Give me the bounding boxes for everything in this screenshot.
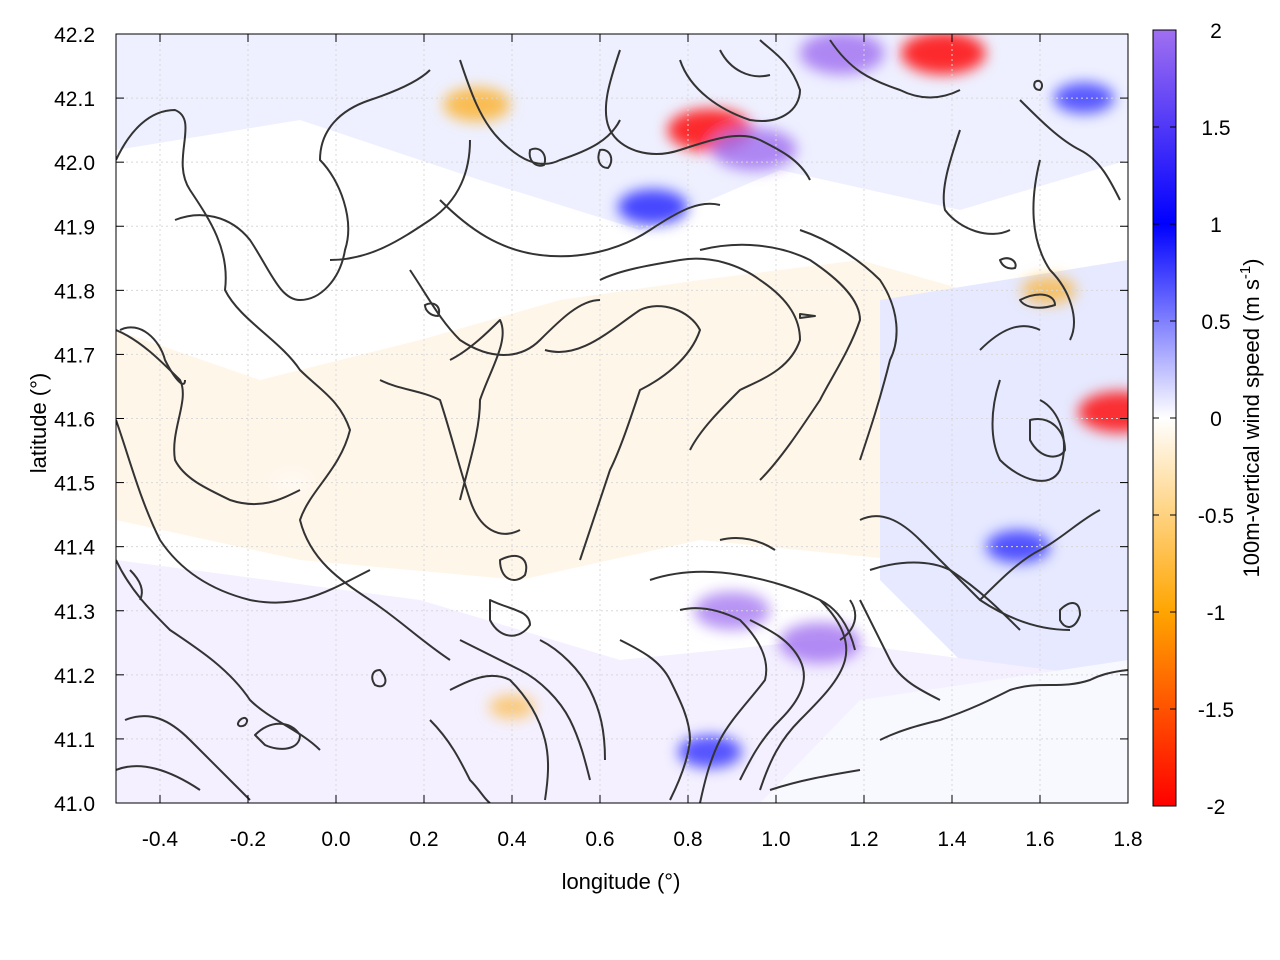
y-tick-label: 41.0	[54, 793, 95, 816]
colorbar-tick-label: 2	[1210, 20, 1222, 43]
x-tick-label: 0.2	[409, 828, 438, 851]
x-tick-label: 0.8	[673, 828, 702, 851]
y-tick-label: 41.7	[54, 344, 95, 367]
y-tick-label: 42.2	[54, 24, 95, 47]
colorbar-tick-label: 0	[1210, 408, 1222, 431]
x-tick-label: -0.4	[142, 828, 179, 851]
terrain-contours	[116, 39, 1128, 803]
wind-hotspot	[1078, 391, 1128, 433]
wind-hotspot	[1053, 82, 1115, 114]
x-tick-label: 1.2	[849, 828, 878, 851]
plot-gridlines	[116, 34, 1128, 803]
y-tick-label: 41.1	[54, 729, 95, 752]
colorbar-label-main: 100m-vertical wind speed (m s	[1239, 279, 1264, 577]
y-tick-label: 42.0	[54, 152, 95, 175]
wind-field-heatmap	[116, 34, 1128, 803]
y-tick-label: 41.8	[54, 280, 95, 303]
colorbar-tick-label: -1	[1207, 602, 1226, 625]
y-tick-label: 41.9	[54, 216, 95, 239]
x-tick-label: 1.4	[937, 828, 967, 851]
wind-hotspot	[799, 34, 885, 75]
colorbar: -2 -1.5 -1 -0.5 0 0.5 1 1.5 2 100m-vertical wind…	[1152, 20, 1264, 819]
wind-hotspot	[900, 34, 986, 75]
x-tick-label: -0.2	[230, 828, 266, 851]
colorbar-tick-label: 1	[1210, 214, 1222, 237]
y-tick-label: 42.1	[54, 88, 95, 111]
colorbar-label-sup: -1	[1237, 266, 1254, 279]
x-tick-label: 0.0	[321, 828, 350, 851]
y-tick-label: 41.6	[54, 409, 95, 432]
colorbar-label-end: )	[1239, 258, 1264, 265]
y-tick-label: 41.4	[54, 537, 95, 560]
wind-hotspot	[711, 128, 797, 171]
wind-hotspot	[678, 735, 742, 769]
colorbar-tick-label: 1.5	[1201, 117, 1230, 140]
x-tick-label: 1.6	[1025, 828, 1054, 851]
wind-hotspot	[1021, 276, 1077, 305]
wind-hotspot	[779, 622, 861, 664]
x-tick-label: 1.0	[761, 828, 790, 851]
colorbar-tick-label: -0.5	[1198, 505, 1234, 528]
colorbar-tick-label: -2	[1207, 796, 1226, 819]
y-axis: 41.0 41.1 41.2 41.3 41.4 41.5 41.6 41.7 41.8 41.9…	[54, 24, 1128, 816]
y-tick-label: 41.5	[54, 473, 95, 496]
wind-hotspot	[617, 189, 688, 225]
wind-hotspot	[489, 694, 535, 720]
y-tick-label: 41.3	[54, 601, 95, 624]
colorbar-label: 100m-vertical wind speed (m s-1)	[1237, 258, 1264, 577]
x-axis-label: longitude (°)	[562, 869, 681, 894]
x-tick-label: 1.8	[1113, 828, 1142, 851]
x-tick-label: 0.4	[497, 828, 527, 851]
x-axis: -0.4 -0.2 0.0 0.2 0.4 0.6 0.8 1.0 1.2 1.4 1.6 1.8	[142, 34, 1143, 851]
colorbar-ticks: -2 -1.5 -1 -0.5 0 0.5 1 1.5 2	[1153, 20, 1234, 819]
x-tick-label: 0.6	[585, 828, 614, 851]
colorbar-tick-label: -1.5	[1198, 699, 1234, 722]
colorbar-tick-label: 0.5	[1201, 311, 1230, 334]
y-axis-label: latitude (°)	[26, 373, 51, 474]
y-tick-label: 41.2	[54, 665, 95, 688]
